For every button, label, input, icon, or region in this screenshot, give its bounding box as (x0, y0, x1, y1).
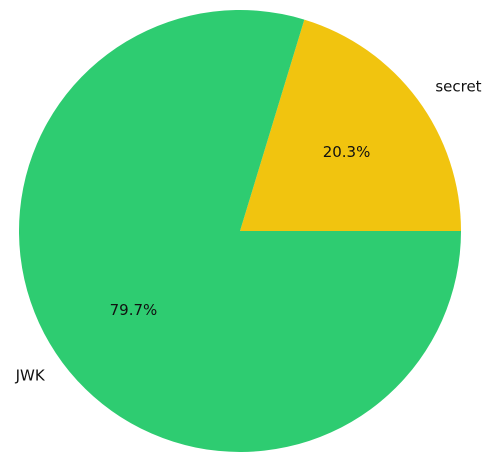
pie-category-label: JWK (15, 367, 46, 385)
pie-category-label: secret (435, 77, 481, 95)
pie-slices (19, 10, 461, 452)
pie-labels: 20.3% secret 79.7% JWK (15, 77, 482, 384)
pie-value-label: 20.3% (323, 143, 371, 161)
pie-slice-jwk (19, 10, 461, 452)
pie-value-label: 79.7% (110, 301, 158, 319)
pie-slice-secret (240, 19, 461, 232)
